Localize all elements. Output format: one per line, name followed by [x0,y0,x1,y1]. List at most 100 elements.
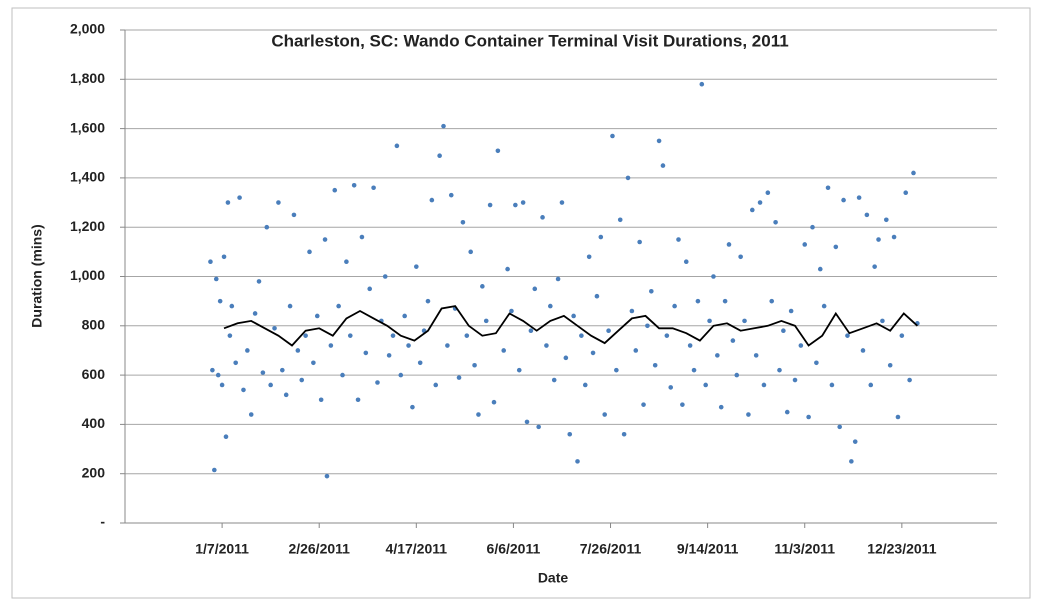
scatter-point [398,372,404,378]
scatter-point [272,325,277,331]
scatter-point [256,279,262,284]
scatter-point [394,143,400,149]
scatter-point [880,318,885,324]
scatter-point [456,375,462,380]
scatter-point [730,338,736,343]
scatter-point [895,414,901,420]
scatter-point [810,224,815,230]
scatter-point [594,293,600,299]
scatter-point [582,382,588,388]
y-axis-label: Duration (mins) [29,224,45,327]
scatter-point [217,298,223,304]
scatter-point [287,303,293,309]
scatter-point [586,254,592,260]
scatter-point [472,362,477,368]
scatter-point [336,303,341,309]
scatter-point [283,392,289,398]
scatter-point [903,190,909,195]
scatter-point [551,377,557,383]
scatter-point [798,343,804,348]
scatter-point [291,212,297,218]
scatter-point [351,182,357,188]
scatter-point [814,360,819,366]
scatter-point [742,318,747,324]
scatter-point [213,276,219,282]
scatter-point [711,274,716,279]
scatter-point [579,333,584,338]
x-tick-label: 12/23/2011 [867,541,937,557]
scatter-point [375,380,380,385]
scatter-point [318,397,324,403]
scatter-point [402,313,407,319]
scatter-point [691,367,697,373]
scatter-point [324,473,330,479]
scatter-point [734,372,740,378]
scatter-point [219,382,225,388]
scatter-point [860,348,866,353]
scatter-point [544,343,549,348]
scatter-point [683,259,689,265]
scatter-point [715,353,720,358]
scatter-point [233,360,238,366]
scatter-point [765,190,771,195]
scatter-point [784,409,790,415]
scatter-point [410,404,415,410]
chart-frame [11,7,1031,599]
scatter-point [567,431,573,437]
scatter-point [227,333,233,338]
x-tick-label: 11/3/2011 [774,541,835,557]
y-tick-label: 200 [82,464,106,480]
scatter-point [491,399,497,405]
scatter-point [311,360,316,366]
scatter-point [448,192,454,198]
scatter-point [307,249,312,255]
y-tick-label: 1,200 [70,218,105,234]
scatter-point [707,318,712,324]
scatter-point [746,412,751,417]
x-axis-label: Date [538,570,569,586]
scatter-point [856,195,862,200]
scatter-point [445,343,450,348]
x-tick-label: 7/26/2011 [580,541,642,557]
scatter-point [656,138,662,144]
scatter-point [229,303,235,309]
scatter-point [757,200,763,205]
scatter-point [852,439,858,444]
scatter-point [872,264,877,269]
scatter-point [382,274,388,279]
scatter-point [210,367,215,373]
y-tick-label: 1,600 [70,119,105,135]
scatter-point [505,266,510,272]
x-tick-label: 6/6/2011 [487,541,541,557]
scatter-point [260,370,266,375]
scatter-point [487,202,493,208]
scatter-point [845,333,850,338]
scatter-point [825,185,831,191]
y-tick-label: 1,000 [70,267,105,283]
scatter-point [509,308,514,314]
scatter-point [610,133,615,139]
scatter-point [817,266,823,272]
scatter-point [563,355,569,361]
x-tick-label: 4/17/2011 [386,541,448,557]
scatter-point [516,367,522,373]
scatter-point [625,175,631,181]
scatter-point [649,288,654,294]
y-tick-label: 600 [82,366,106,382]
scatter-point [524,419,530,425]
scatter-point [344,259,349,265]
scatter-point [837,424,842,430]
scatter-point [223,434,229,440]
scatter-point [241,387,246,393]
scatter-point [483,318,489,324]
scatter-point [907,377,912,383]
scatter-point [414,264,419,269]
scatter-point [676,237,681,242]
scatter-point [322,237,328,242]
scatter-point [571,313,576,319]
scatter-point [367,286,373,292]
scatter-point [437,153,442,159]
scatter-point [664,333,670,338]
scatter-point [829,382,835,388]
